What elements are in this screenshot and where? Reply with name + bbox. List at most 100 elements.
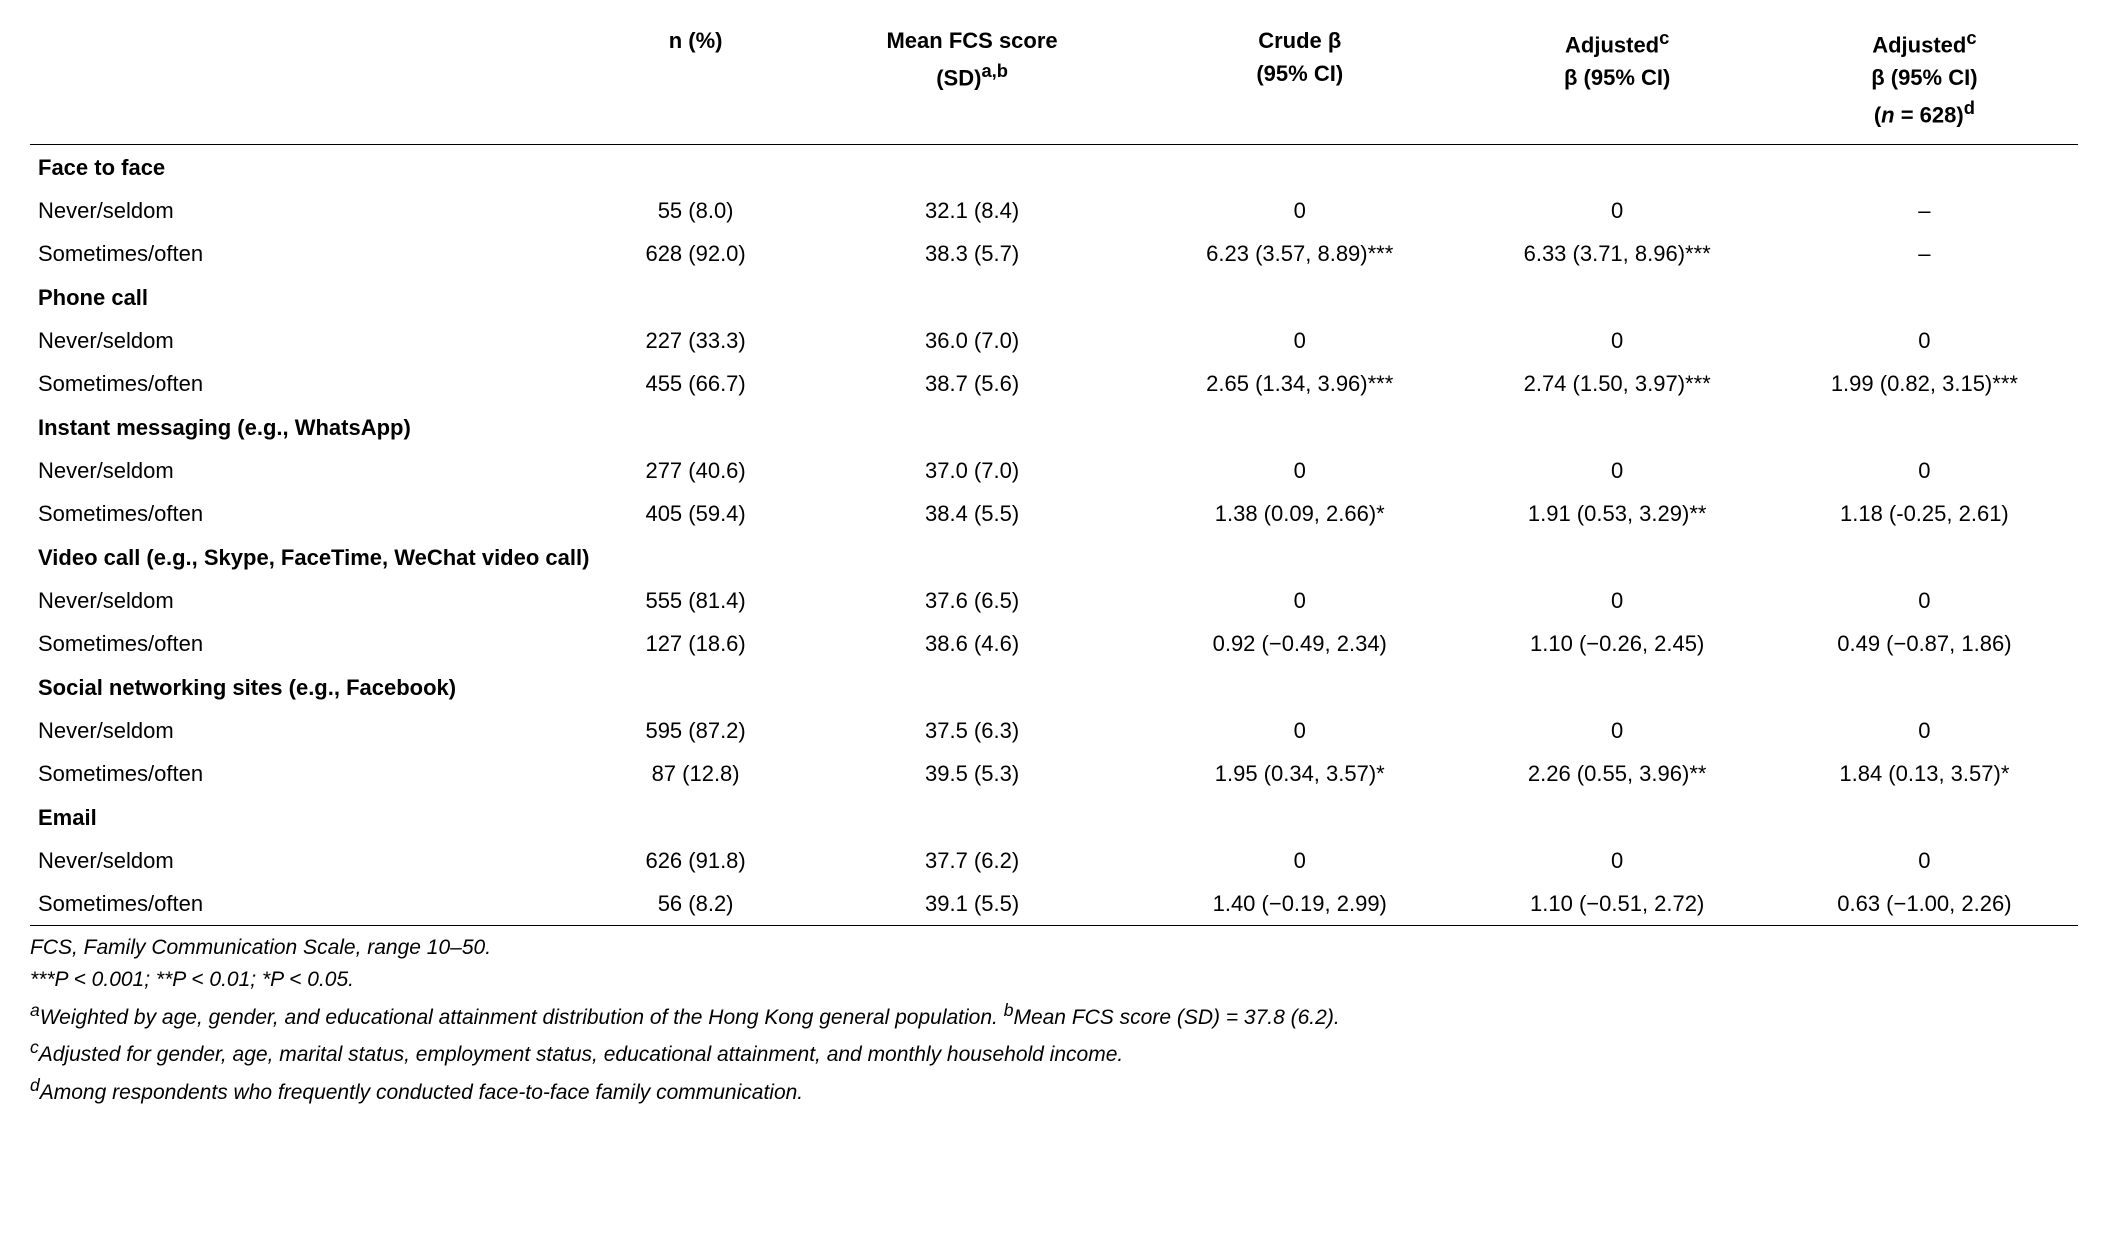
row-label: Sometimes/often bbox=[30, 882, 583, 925]
cell-mean_fcs: 32.1 (8.4) bbox=[808, 189, 1136, 232]
cell-mean_fcs: 39.5 (5.3) bbox=[808, 752, 1136, 795]
group-title: Email bbox=[30, 795, 2078, 839]
row-label: Sometimes/often bbox=[30, 362, 583, 405]
cell-adj1: 2.74 (1.50, 3.97)*** bbox=[1464, 362, 1771, 405]
table-body: Face to faceNever/seldom55 (8.0)32.1 (8.… bbox=[30, 144, 2078, 925]
footnote-line: FCS, Family Communication Scale, range 1… bbox=[30, 932, 2078, 965]
cell-n_pct: 56 (8.2) bbox=[583, 882, 808, 925]
cell-adj1: 0 bbox=[1464, 579, 1771, 622]
cell-mean_fcs: 38.7 (5.6) bbox=[808, 362, 1136, 405]
cell-n_pct: 455 (66.7) bbox=[583, 362, 808, 405]
cell-n_pct: 555 (81.4) bbox=[583, 579, 808, 622]
cell-crude: 0 bbox=[1136, 189, 1464, 232]
cell-mean_fcs: 39.1 (5.5) bbox=[808, 882, 1136, 925]
row-label: Never/seldom bbox=[30, 189, 583, 232]
cell-adj2: 1.18 (-0.25, 2.61) bbox=[1771, 492, 2078, 535]
cell-crude: 0 bbox=[1136, 319, 1464, 362]
table-row: Sometimes/often56 (8.2)39.1 (5.5)1.40 (−… bbox=[30, 882, 2078, 925]
cell-n_pct: 405 (59.4) bbox=[583, 492, 808, 535]
row-label: Never/seldom bbox=[30, 839, 583, 882]
table-row: Sometimes/often87 (12.8)39.5 (5.3)1.95 (… bbox=[30, 752, 2078, 795]
cell-adj2: 0 bbox=[1771, 709, 2078, 752]
cell-n_pct: 127 (18.6) bbox=[583, 622, 808, 665]
cell-adj2: 1.99 (0.82, 3.15)*** bbox=[1771, 362, 2078, 405]
row-label: Never/seldom bbox=[30, 709, 583, 752]
table-row: Never/seldom55 (8.0)32.1 (8.4)00– bbox=[30, 189, 2078, 232]
footnote-line: dAmong respondents who frequently conduc… bbox=[30, 1072, 2078, 1110]
cell-crude: 2.65 (1.34, 3.96)*** bbox=[1136, 362, 1464, 405]
cell-crude: 0 bbox=[1136, 839, 1464, 882]
cell-mean_fcs: 38.3 (5.7) bbox=[808, 232, 1136, 275]
cell-crude: 0 bbox=[1136, 579, 1464, 622]
row-label: Sometimes/often bbox=[30, 232, 583, 275]
cell-adj2: 0 bbox=[1771, 449, 2078, 492]
group-title: Instant messaging (e.g., WhatsApp) bbox=[30, 405, 2078, 449]
footnotes: FCS, Family Communication Scale, range 1… bbox=[30, 926, 2078, 1110]
cell-adj2: – bbox=[1771, 189, 2078, 232]
group-title: Video call (e.g., Skype, FaceTime, WeCha… bbox=[30, 535, 2078, 579]
cell-mean_fcs: 37.7 (6.2) bbox=[808, 839, 1136, 882]
cell-adj1: 1.91 (0.53, 3.29)** bbox=[1464, 492, 1771, 535]
cell-n_pct: 227 (33.3) bbox=[583, 319, 808, 362]
table-row: Sometimes/often405 (59.4)38.4 (5.5)1.38 … bbox=[30, 492, 2078, 535]
cell-crude: 1.40 (−0.19, 2.99) bbox=[1136, 882, 1464, 925]
table-row: Sometimes/often127 (18.6)38.6 (4.6)0.92 … bbox=[30, 622, 2078, 665]
cell-adj1: 1.10 (−0.51, 2.72) bbox=[1464, 882, 1771, 925]
group-title: Social networking sites (e.g., Facebook) bbox=[30, 665, 2078, 709]
cell-mean_fcs: 37.0 (7.0) bbox=[808, 449, 1136, 492]
cell-adj2: 0 bbox=[1771, 319, 2078, 362]
cell-adj2: 0 bbox=[1771, 579, 2078, 622]
cell-adj1: 6.33 (3.71, 8.96)*** bbox=[1464, 232, 1771, 275]
cell-n_pct: 277 (40.6) bbox=[583, 449, 808, 492]
table-row: Sometimes/often455 (66.7)38.7 (5.6)2.65 … bbox=[30, 362, 2078, 405]
table-row: Sometimes/often628 (92.0)38.3 (5.7)6.23 … bbox=[30, 232, 2078, 275]
cell-adj1: 0 bbox=[1464, 839, 1771, 882]
table-head: n (%) Mean FCS score(SD)a,b Crude β(95% … bbox=[30, 20, 2078, 144]
col-header-adj2: Adjustedcβ (95% CI)(n = 628)d bbox=[1771, 20, 2078, 144]
cell-crude: 0.92 (−0.49, 2.34) bbox=[1136, 622, 1464, 665]
cell-adj1: 0 bbox=[1464, 189, 1771, 232]
col-header-crude: Crude β(95% CI) bbox=[1136, 20, 1464, 144]
cell-adj1: 0 bbox=[1464, 709, 1771, 752]
cell-crude: 1.38 (0.09, 2.66)* bbox=[1136, 492, 1464, 535]
table-row: Never/seldom595 (87.2)37.5 (6.3)000 bbox=[30, 709, 2078, 752]
cell-adj1: 0 bbox=[1464, 319, 1771, 362]
cell-mean_fcs: 38.4 (5.5) bbox=[808, 492, 1136, 535]
col-header-meanfcs: Mean FCS score(SD)a,b bbox=[808, 20, 1136, 144]
row-label: Sometimes/often bbox=[30, 492, 583, 535]
group-title: Face to face bbox=[30, 144, 2078, 189]
cell-adj2: – bbox=[1771, 232, 2078, 275]
cell-adj1: 2.26 (0.55, 3.96)** bbox=[1464, 752, 1771, 795]
results-table: n (%) Mean FCS score(SD)a,b Crude β(95% … bbox=[30, 20, 2078, 926]
cell-crude: 1.95 (0.34, 3.57)* bbox=[1136, 752, 1464, 795]
cell-n_pct: 87 (12.8) bbox=[583, 752, 808, 795]
cell-adj1: 0 bbox=[1464, 449, 1771, 492]
cell-n_pct: 626 (91.8) bbox=[583, 839, 808, 882]
table-row: Never/seldom277 (40.6)37.0 (7.0)000 bbox=[30, 449, 2078, 492]
footnote-line: cAdjusted for gender, age, marital statu… bbox=[30, 1034, 2078, 1072]
group-title: Phone call bbox=[30, 275, 2078, 319]
cell-n_pct: 628 (92.0) bbox=[583, 232, 808, 275]
row-label: Never/seldom bbox=[30, 579, 583, 622]
cell-mean_fcs: 38.6 (4.6) bbox=[808, 622, 1136, 665]
footnote-line: aWeighted by age, gender, and educationa… bbox=[30, 997, 2078, 1035]
row-label: Sometimes/often bbox=[30, 622, 583, 665]
cell-crude: 0 bbox=[1136, 709, 1464, 752]
cell-adj2: 0.63 (−1.00, 2.26) bbox=[1771, 882, 2078, 925]
table-row: Never/seldom626 (91.8)37.7 (6.2)000 bbox=[30, 839, 2078, 882]
table-row: Never/seldom555 (81.4)37.6 (6.5)000 bbox=[30, 579, 2078, 622]
cell-adj2: 0.49 (−0.87, 1.86) bbox=[1771, 622, 2078, 665]
cell-adj2: 1.84 (0.13, 3.57)* bbox=[1771, 752, 2078, 795]
cell-crude: 0 bbox=[1136, 449, 1464, 492]
row-label: Never/seldom bbox=[30, 319, 583, 362]
cell-mean_fcs: 37.6 (6.5) bbox=[808, 579, 1136, 622]
cell-mean_fcs: 36.0 (7.0) bbox=[808, 319, 1136, 362]
table-row: Never/seldom227 (33.3)36.0 (7.0)000 bbox=[30, 319, 2078, 362]
cell-crude: 6.23 (3.57, 8.89)*** bbox=[1136, 232, 1464, 275]
col-header-blank bbox=[30, 20, 583, 144]
col-header-n: n (%) bbox=[583, 20, 808, 144]
cell-mean_fcs: 37.5 (6.3) bbox=[808, 709, 1136, 752]
row-label: Sometimes/often bbox=[30, 752, 583, 795]
cell-n_pct: 55 (8.0) bbox=[583, 189, 808, 232]
row-label: Never/seldom bbox=[30, 449, 583, 492]
